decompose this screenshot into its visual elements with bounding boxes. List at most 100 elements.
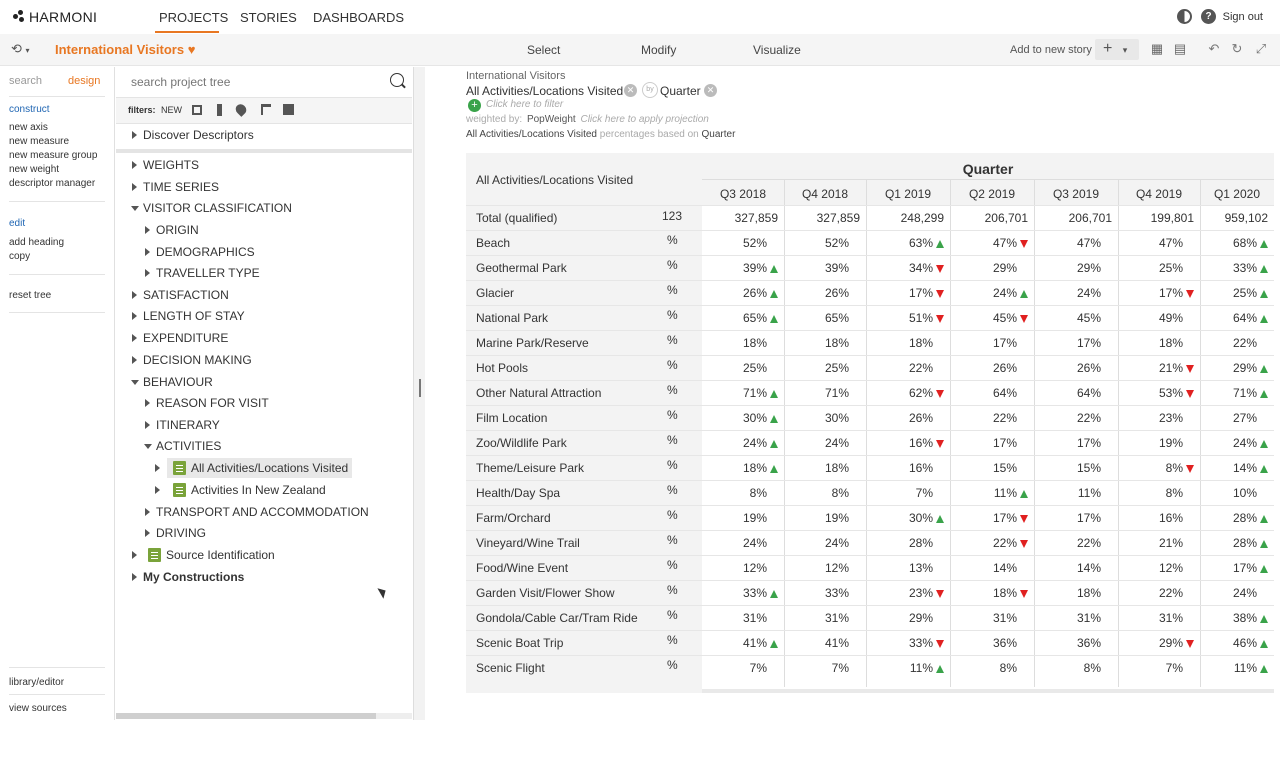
data-cell[interactable]: 14% — [1200, 461, 1268, 475]
tree-item-length-of-stay[interactable]: LENGTH OF STAY — [132, 306, 245, 326]
data-cell[interactable]: 52% — [784, 236, 860, 250]
data-cell[interactable]: 8% — [1118, 461, 1194, 475]
data-cell[interactable]: 25% — [1118, 261, 1194, 275]
data-cell[interactable]: 22% — [1118, 586, 1194, 600]
row-label[interactable]: Garden Visit/Flower Show — [476, 586, 615, 600]
hierarchy-filter-icon[interactable] — [261, 104, 271, 115]
data-cell[interactable]: 53% — [1118, 386, 1194, 400]
tree-item-all-activities[interactable]: All Activities/Locations Visited — [155, 458, 348, 478]
tree-item-visitor-classification[interactable]: VISITOR CLASSIFICATION — [128, 198, 292, 218]
tree-horizontal-scrollbar[interactable] — [116, 713, 412, 719]
data-cell[interactable]: 29% — [1034, 261, 1112, 275]
data-cell[interactable]: 18% — [702, 336, 778, 350]
data-cell[interactable]: 28% — [866, 536, 944, 550]
data-cell[interactable]: 47% — [950, 236, 1028, 250]
data-cell[interactable]: 18% — [866, 336, 944, 350]
data-cell[interactable]: 17% — [1034, 336, 1112, 350]
data-cell[interactable]: 24% — [702, 436, 778, 450]
data-cell[interactable]: 17% — [1034, 511, 1112, 525]
data-cell[interactable]: 29% — [866, 611, 944, 625]
row-label[interactable]: Beach — [476, 236, 511, 250]
data-cell[interactable]: 24% — [1034, 286, 1112, 300]
column-filter-icon[interactable] — [217, 104, 222, 116]
descriptor-manager-link[interactable]: descriptor manager — [9, 178, 96, 189]
project-title[interactable]: International Visitors ♥ — [55, 42, 195, 57]
column-header[interactable]: Q4 2018 — [801, 187, 849, 201]
mode-modify[interactable]: Modify — [641, 43, 677, 57]
data-cell[interactable]: 31% — [702, 611, 778, 625]
data-cell[interactable]: 26% — [702, 286, 778, 300]
add-to-story-link[interactable]: Add to new story — [1010, 44, 1092, 56]
total-cell[interactable]: 327,859 — [816, 211, 860, 225]
tree-item-behaviour[interactable]: BEHAVIOUR — [128, 372, 213, 392]
data-cell[interactable]: 23% — [866, 586, 944, 600]
data-cell[interactable]: 38% — [1200, 611, 1268, 625]
data-cell[interactable]: 49% — [1118, 311, 1194, 325]
data-cell[interactable]: 26% — [950, 361, 1028, 375]
row-label[interactable]: Film Location — [476, 411, 548, 425]
tree-search-input[interactable] — [131, 75, 331, 89]
add-dropdown-button[interactable]: + ▾ — [1095, 39, 1139, 60]
data-cell[interactable]: 33% — [866, 636, 944, 650]
data-cell[interactable]: 71% — [784, 386, 860, 400]
total-cell[interactable]: 199,801 — [1150, 211, 1194, 225]
app-logo[interactable]: HARMONI — [13, 9, 97, 25]
caret-right-icon[interactable] — [132, 291, 137, 299]
tab-design[interactable]: design — [68, 75, 101, 87]
library-editor-link[interactable]: library/editor — [9, 677, 65, 688]
tab-stories[interactable]: STORIES — [240, 10, 297, 25]
tab-dashboards[interactable]: DASHBOARDS — [313, 10, 405, 25]
excel-export-icon[interactable]: ▦ — [1150, 41, 1164, 56]
caret-down-icon[interactable] — [144, 444, 152, 449]
search-icon[interactable] — [390, 73, 404, 87]
caret-right-icon[interactable] — [132, 183, 137, 191]
data-cell[interactable]: 34% — [866, 261, 944, 275]
panel-splitter[interactable] — [413, 67, 425, 720]
total-cell[interactable]: 248,299 — [900, 211, 944, 225]
data-cell[interactable]: 16% — [1118, 511, 1194, 525]
table-horizontal-scrollbar[interactable] — [702, 689, 1274, 693]
data-cell[interactable]: 8% — [950, 661, 1028, 675]
help-icon[interactable]: ? — [1201, 9, 1216, 24]
caret-right-icon[interactable] — [132, 551, 137, 559]
data-cell[interactable]: 33% — [784, 586, 860, 600]
row-label[interactable]: Geothermal Park — [476, 261, 567, 275]
copy-link[interactable]: copy — [9, 251, 31, 262]
data-cell[interactable]: 21% — [1118, 536, 1194, 550]
caret-down-icon[interactable] — [131, 380, 139, 385]
data-cell[interactable]: 8% — [702, 486, 778, 500]
data-cell[interactable]: 65% — [784, 311, 860, 325]
column-variable-chip[interactable]: Quarter — [660, 84, 701, 98]
data-cell[interactable]: 64% — [950, 386, 1028, 400]
tab-projects[interactable]: PROJECTS — [159, 10, 229, 25]
tree-item-discover-descriptors[interactable]: Discover Descriptors — [132, 125, 254, 145]
caret-right-icon[interactable] — [145, 399, 150, 407]
data-cell[interactable]: 46% — [1200, 636, 1268, 650]
caret-right-icon[interactable] — [145, 508, 150, 516]
data-cell[interactable]: 22% — [1034, 411, 1112, 425]
data-cell[interactable]: 13% — [866, 561, 944, 575]
new-axis-link[interactable]: new axis — [9, 122, 48, 133]
data-cell[interactable]: 25% — [784, 361, 860, 375]
data-cell[interactable]: 10% — [1200, 486, 1268, 500]
data-cell[interactable]: 21% — [1118, 361, 1194, 375]
data-cell[interactable]: 64% — [1200, 311, 1268, 325]
data-cell[interactable]: 62% — [866, 386, 944, 400]
edit-heading[interactable]: edit — [9, 218, 26, 229]
data-cell[interactable]: 71% — [702, 386, 778, 400]
mode-select[interactable]: Select — [527, 43, 561, 57]
tree-item-traveller-type[interactable]: TRAVELLER TYPE — [145, 263, 260, 283]
caret-right-icon[interactable] — [132, 131, 137, 139]
history-dropdown[interactable]: ⟲ ▾ — [11, 41, 30, 57]
total-cell[interactable]: 327,859 — [734, 211, 778, 225]
tree-item-activities[interactable]: ACTIVITIES — [141, 436, 221, 456]
data-cell[interactable]: 7% — [702, 661, 778, 675]
data-cell[interactable]: 12% — [1118, 561, 1194, 575]
caret-right-icon[interactable] — [132, 312, 137, 320]
data-cell[interactable]: 36% — [950, 636, 1028, 650]
caret-right-icon[interactable] — [132, 161, 137, 169]
row-label[interactable]: Farm/Orchard — [476, 511, 551, 525]
data-cell[interactable]: 71% — [1200, 386, 1268, 400]
tree-item-activities-nz[interactable]: Activities In New Zealand — [155, 480, 326, 500]
data-cell[interactable]: 29% — [950, 261, 1028, 275]
